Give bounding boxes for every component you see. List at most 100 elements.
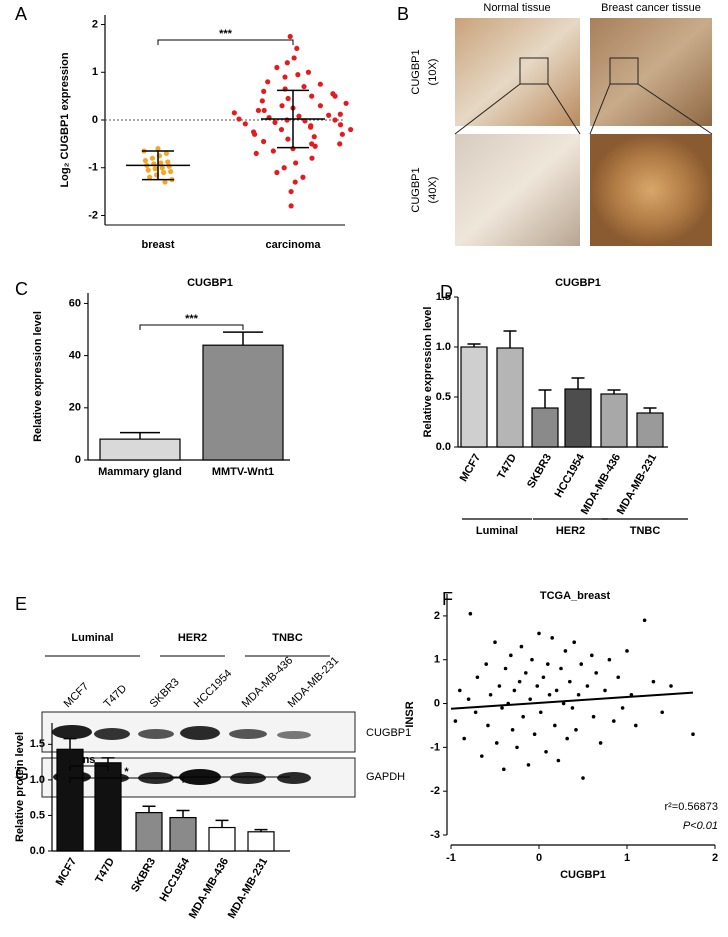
- bar: [208, 826, 236, 852]
- data-point: [556, 758, 561, 763]
- data-point: [466, 697, 471, 701]
- data-point: [524, 671, 528, 675]
- data-point: [473, 710, 478, 715]
- group-label: HER2: [556, 525, 585, 537]
- data-point: [270, 148, 276, 154]
- data-point: [503, 666, 508, 671]
- y-tick-label: 2: [434, 610, 440, 622]
- data-point: [509, 653, 513, 658]
- data-point: [311, 134, 317, 140]
- data-point: [512, 688, 517, 693]
- lane-label: SKBR3: [148, 676, 182, 710]
- error-bar: [223, 331, 263, 346]
- x-tick-label: SKBR3: [525, 452, 554, 490]
- data-point: [274, 169, 280, 176]
- y-tick-label: 0.0: [30, 845, 45, 857]
- y-axis-label: Relative protein level: [14, 732, 26, 842]
- data-point: [337, 111, 343, 117]
- data-point: [288, 203, 294, 209]
- band-label: CUGBP1: [366, 727, 411, 739]
- data-point: [332, 93, 338, 99]
- data-point: [484, 662, 489, 666]
- annotation: r²=0.56873: [664, 801, 718, 813]
- data-point: [475, 675, 480, 680]
- data-point: [510, 728, 515, 732]
- y-axis-label: Log₂ CUGBP1 expression: [59, 52, 71, 187]
- data-point: [669, 684, 673, 688]
- data-point: [259, 98, 265, 104]
- data-point: [293, 160, 299, 166]
- x-tick-label: 0: [536, 852, 542, 864]
- significance-bracket: [69, 765, 109, 771]
- chart-title: CUGBP1: [187, 277, 233, 289]
- data-point: [161, 169, 167, 176]
- significance-label: ***: [185, 313, 199, 325]
- data-point: [497, 684, 502, 688]
- bar: [636, 412, 664, 448]
- data-point: [547, 692, 552, 697]
- zoom-box: [609, 57, 639, 85]
- data-point: [691, 732, 695, 737]
- error-bar: [215, 819, 229, 828]
- data-point: [538, 710, 543, 715]
- data-point: [285, 95, 291, 102]
- data-point: [288, 188, 294, 195]
- annotation: P<0.01: [683, 820, 718, 832]
- row-label: (40X): [427, 177, 439, 204]
- y-tick-label: 2: [92, 18, 98, 30]
- error-bar: [101, 757, 115, 763]
- y-tick-label: -2: [430, 785, 440, 797]
- data-point: [544, 749, 548, 754]
- data-point: [462, 736, 467, 741]
- data-point: [252, 131, 258, 137]
- row-label: CUGBP1: [410, 167, 422, 212]
- x-tick-label: SKBR3: [129, 856, 158, 894]
- bar: [56, 748, 84, 852]
- band: [94, 728, 130, 740]
- data-point: [559, 666, 563, 671]
- data-point: [541, 675, 546, 680]
- data-point: [517, 679, 522, 684]
- bar: [99, 438, 181, 461]
- band: [52, 725, 92, 739]
- data-point: [570, 706, 575, 710]
- sd-whisker: [277, 89, 309, 149]
- bar: [169, 816, 197, 852]
- data-point: [594, 671, 598, 675]
- significance-label: ns: [83, 754, 96, 766]
- data-point: [279, 103, 285, 109]
- x-tick-label: HCC1954: [553, 451, 588, 500]
- x-axis-label: CUGBP1: [560, 869, 606, 881]
- y-tick-label: 0.5: [436, 391, 451, 403]
- x-tick-label: HCC1954: [158, 855, 193, 904]
- band: [229, 729, 267, 739]
- y-tick-label: 1.5: [436, 291, 451, 303]
- data-point: [166, 163, 172, 169]
- data-point: [261, 107, 267, 114]
- data-point: [500, 706, 504, 710]
- y-tick-label: 1.5: [30, 738, 45, 750]
- y-tick-label: 0: [434, 697, 440, 709]
- error-bar: [538, 389, 552, 408]
- group-label: Luminal: [71, 632, 113, 644]
- bar: [564, 388, 592, 448]
- x-tick-label: T47D: [495, 452, 519, 481]
- data-point: [159, 165, 165, 171]
- data-point: [162, 179, 168, 185]
- data-point: [326, 112, 332, 118]
- data-point: [301, 83, 307, 90]
- data-point: [343, 100, 349, 106]
- y-tick-label: -3: [430, 829, 440, 841]
- data-point: [590, 653, 594, 658]
- error-bar: [120, 431, 160, 440]
- y-tick-label: 0: [92, 114, 98, 126]
- x-tick-label: Mammary gland: [98, 466, 182, 478]
- data-point: [339, 131, 345, 137]
- lane-label: HCC1954: [192, 668, 235, 711]
- data-point: [603, 688, 607, 693]
- x-tick-label: MDA-MB-436: [187, 856, 231, 921]
- group-label: TNBC: [630, 525, 661, 537]
- image-cancer-10x: [590, 18, 712, 126]
- y-tick-label: 0.5: [30, 809, 45, 821]
